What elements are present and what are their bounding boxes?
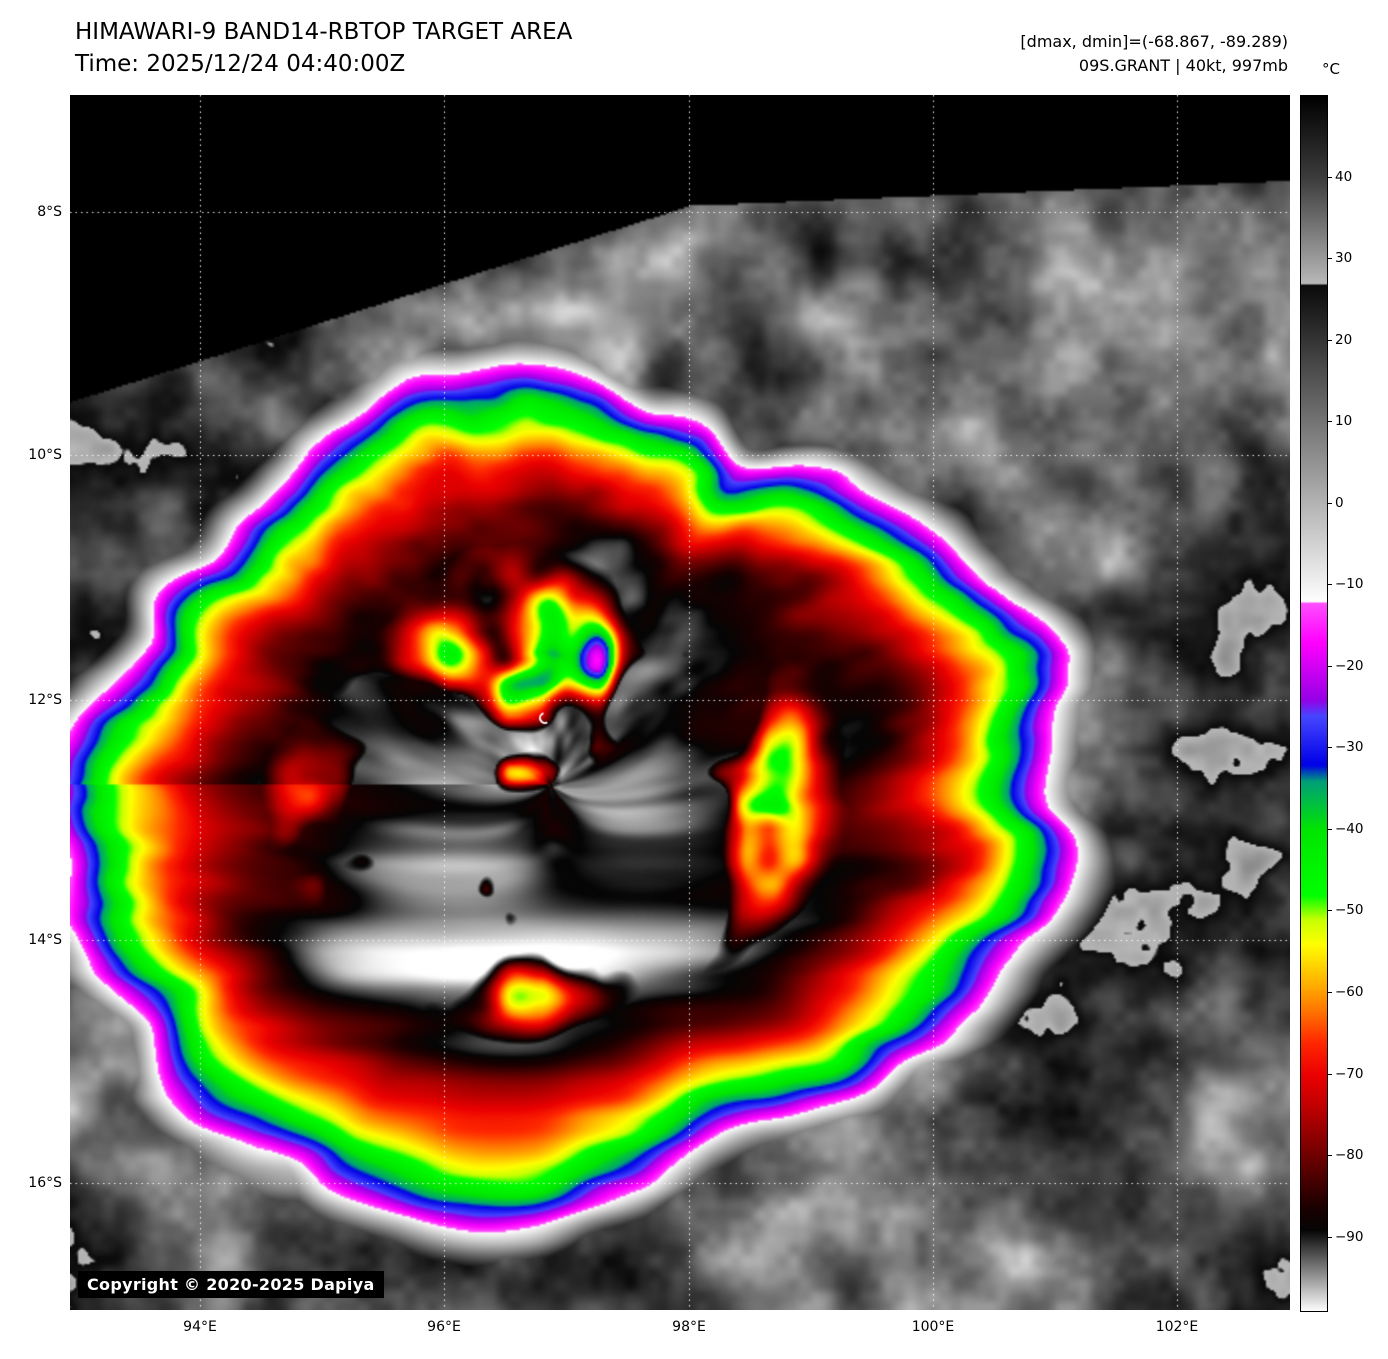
colorbar-tick-label: −60 <box>1335 983 1364 1000</box>
colorbar-gradient <box>1300 95 1328 1312</box>
lat-tick-label: 10°S <box>28 447 62 463</box>
colorbar-tick-label: −50 <box>1335 902 1364 919</box>
colorbar-tick-mark <box>1327 176 1332 178</box>
colorbar-tick-mark <box>1327 258 1332 260</box>
colorbar-tick-label: 0 <box>1335 494 1344 511</box>
colorbar-tick-mark <box>1327 828 1332 830</box>
readout-block: [dmax, dmin]=(-68.867, -89.289) 09S.GRAN… <box>1020 30 1288 78</box>
colorbar-tick-label: −40 <box>1335 820 1364 837</box>
dmax-dmin-readout: [dmax, dmin]=(-68.867, -89.289) <box>1020 32 1288 51</box>
timestamp: Time: 2025/12/24 04:40:00Z <box>75 51 406 77</box>
storm-info: 09S.GRANT | 40kt, 997mb <box>1078 56 1288 75</box>
colorbar-tick-mark <box>1327 991 1332 993</box>
colorbar-tick-label: −80 <box>1335 1147 1364 1164</box>
colorbar-tick-mark <box>1327 747 1332 749</box>
lon-tick-label: 96°E <box>427 1319 461 1335</box>
colorbar-tick-label: −70 <box>1335 1065 1364 1082</box>
lon-tick-label: 102°E <box>1155 1319 1199 1335</box>
colorbar-tick-mark <box>1327 584 1332 586</box>
page-title: HIMAWARI-9 BAND14-RBTOP TARGET AREA <box>75 19 573 45</box>
copyright-badge: Copyright © 2020-2025 Dapiya <box>78 1271 384 1298</box>
colorbar-tick-label: −10 <box>1335 576 1364 593</box>
colorbar-tick-label: 20 <box>1335 331 1353 348</box>
colorbar-tick-label: 40 <box>1335 168 1353 185</box>
lat-tick-label: 14°S <box>28 932 62 948</box>
lon-tick-label: 94°E <box>183 1319 217 1335</box>
colorbar-tick-mark <box>1327 339 1332 341</box>
colorbar-tick-mark <box>1327 910 1332 912</box>
satellite-image <box>70 95 1290 1310</box>
colorbar-tick-mark <box>1327 421 1332 423</box>
colorbar-unit-label: °C <box>1322 60 1340 78</box>
colorbar-tick-mark <box>1327 1236 1332 1238</box>
colorbar-tick-mark <box>1327 502 1332 504</box>
colorbar-tick-mark <box>1327 1073 1332 1075</box>
colorbar-tick-label: −30 <box>1335 739 1364 756</box>
colorbar-tick-label: −20 <box>1335 657 1364 674</box>
colorbar-tick-mark <box>1327 1155 1332 1157</box>
colorbar-tick-label: 30 <box>1335 250 1353 267</box>
colorbar-tick-label: −90 <box>1335 1228 1364 1245</box>
lon-tick-label: 98°E <box>672 1319 706 1335</box>
colorbar-tick-label: 10 <box>1335 413 1353 430</box>
colorbar-tick-mark <box>1327 665 1332 667</box>
lat-tick-label: 16°S <box>28 1175 62 1191</box>
satellite-plot-area: Copyright © 2020-2025 Dapiya <box>70 95 1290 1310</box>
lat-tick-label: 12°S <box>28 692 62 708</box>
lon-tick-label: 100°E <box>911 1319 955 1335</box>
lat-tick-label: 8°S <box>37 204 62 220</box>
